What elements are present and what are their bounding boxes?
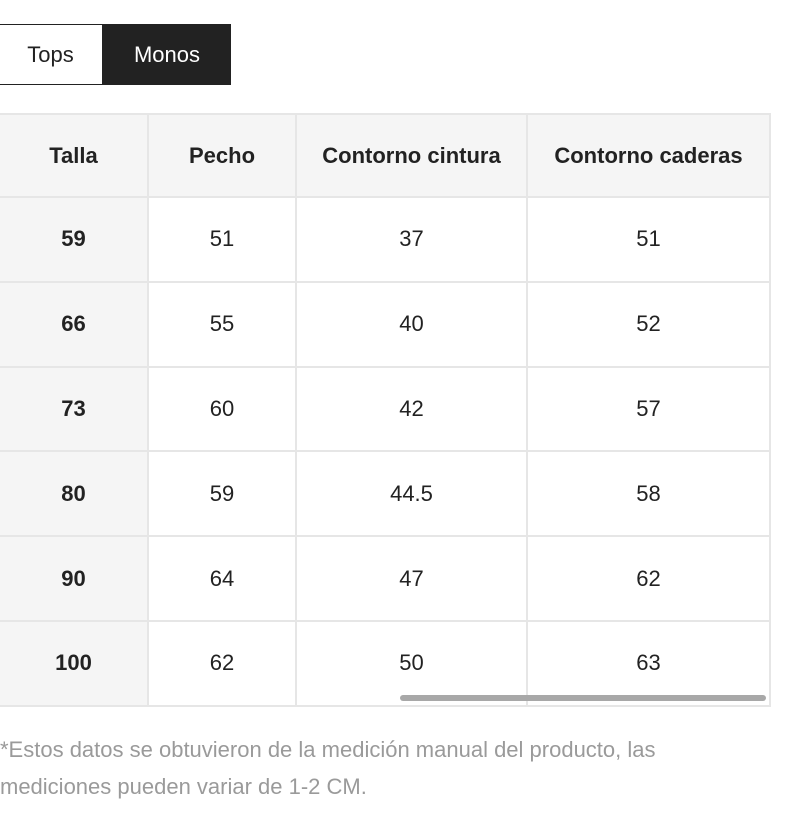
table-cell: 47 <box>297 537 528 622</box>
table-cell: 44.5 <box>297 452 528 538</box>
table-cell: 59 <box>0 198 149 283</box>
table-cell: 51 <box>528 198 771 283</box>
table-cell: 51 <box>149 198 297 283</box>
scrollbar[interactable] <box>400 695 766 701</box>
header-cell: Pecho <box>149 113 297 198</box>
tab-active[interactable]: Monos <box>103 24 231 85</box>
table-cell: 63 <box>528 622 771 707</box>
table-cell: 100 <box>0 622 149 707</box>
table-cell: 73 <box>0 367 149 453</box>
table-cell: 42 <box>297 367 528 453</box>
table-cell: 60 <box>149 367 297 453</box>
table-cell: 62 <box>149 622 297 707</box>
header-cell: Talla <box>0 113 149 198</box>
table-cell: 52 <box>528 282 771 368</box>
table-cell: 40 <box>297 282 528 368</box>
table-cell: 64 <box>149 537 297 622</box>
size-table: Talla Pecho Contorno cintura Contorno cader… <box>0 113 771 707</box>
table-cell: 58 <box>528 452 771 538</box>
table-cell: 90 <box>0 537 149 622</box>
table-cell: 50 <box>297 622 528 707</box>
footnote: *Estos datos se obtuvieron de la medició… <box>0 737 656 799</box>
table-cell: 57 <box>528 367 771 453</box>
table-cell: 59 <box>149 452 297 538</box>
header-cell: Contorno cintura <box>297 113 528 198</box>
table-cell: 66 <box>0 282 149 368</box>
table-cell: 62 <box>528 537 771 622</box>
table-cell: 80 <box>0 452 149 538</box>
table-cell: 37 <box>297 198 528 283</box>
table-cell: 55 <box>149 282 297 368</box>
header-cell: Contorno caderas <box>528 113 771 198</box>
tab[interactable]: Tops <box>0 24 103 85</box>
